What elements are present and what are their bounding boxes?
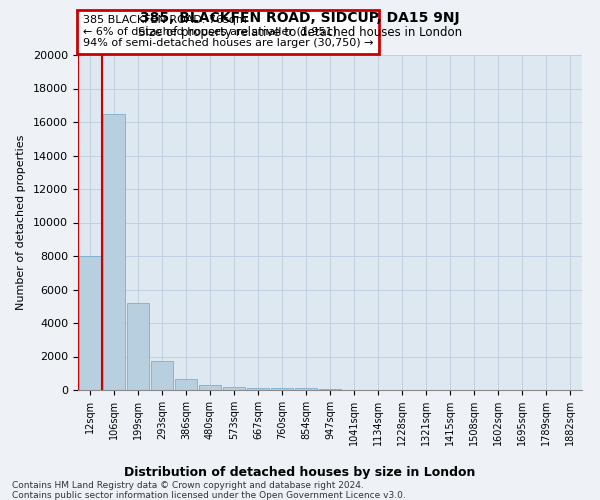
Text: 385 BLACKFEN ROAD: 76sqm
← 6% of detached houses are smaller (1,951)
94% of semi: 385 BLACKFEN ROAD: 76sqm ← 6% of detache… xyxy=(83,15,374,48)
Text: Contains HM Land Registry data © Crown copyright and database right 2024.: Contains HM Land Registry data © Crown c… xyxy=(12,482,364,490)
Bar xyxy=(175,379,197,390)
Bar xyxy=(295,388,317,390)
Bar xyxy=(127,303,149,390)
Text: Contains public sector information licensed under the Open Government Licence v3: Contains public sector information licen… xyxy=(12,490,406,500)
Bar xyxy=(103,114,125,390)
Text: Distribution of detached houses by size in London: Distribution of detached houses by size … xyxy=(124,466,476,479)
Text: 385, BLACKFEN ROAD, SIDCUP, DA15 9NJ: 385, BLACKFEN ROAD, SIDCUP, DA15 9NJ xyxy=(140,11,460,25)
Bar xyxy=(319,389,341,390)
Bar xyxy=(199,385,221,390)
Bar xyxy=(223,387,245,390)
Bar xyxy=(79,256,101,390)
Text: Size of property relative to detached houses in London: Size of property relative to detached ho… xyxy=(138,26,462,39)
Bar xyxy=(271,388,293,390)
Bar xyxy=(151,360,173,390)
Bar xyxy=(247,388,269,390)
Y-axis label: Number of detached properties: Number of detached properties xyxy=(16,135,26,310)
